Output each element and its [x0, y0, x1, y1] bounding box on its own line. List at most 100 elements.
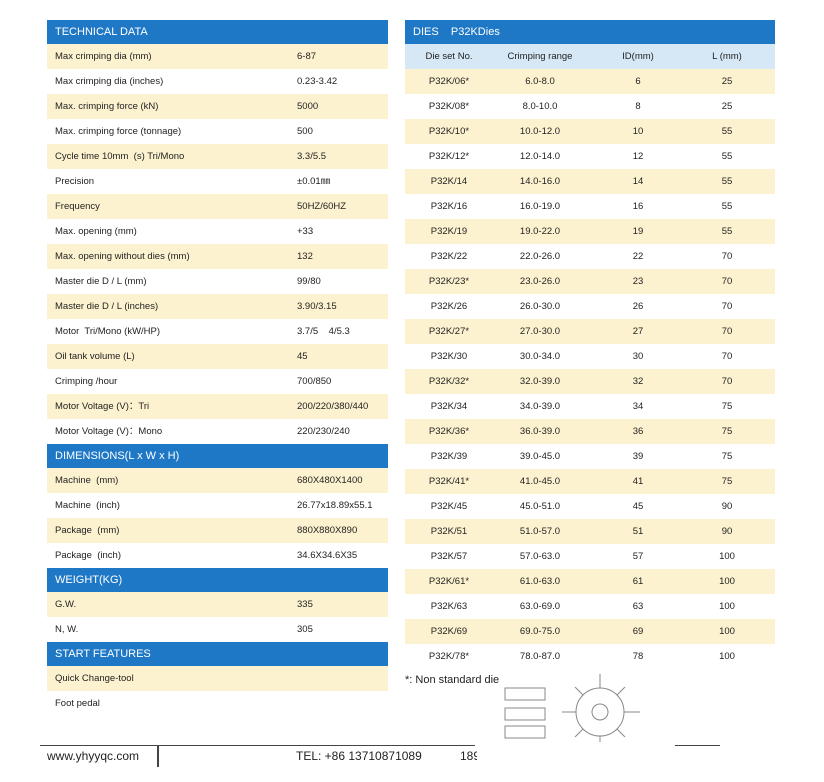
row-value: 3.7/5 4/5.3 — [297, 326, 350, 337]
row-value: 5000 — [297, 101, 319, 112]
row-value: 50HZ/60HZ — [297, 201, 347, 212]
row-label: Foot pedal — [55, 698, 100, 709]
cell: P32K/19 — [430, 226, 468, 237]
row-bg — [47, 244, 388, 269]
cell: 30 — [632, 351, 644, 362]
cell: 100 — [719, 651, 735, 662]
cell: 27 — [632, 326, 644, 337]
row-label: N, W. — [55, 624, 79, 635]
cell: 16.0-19.0 — [519, 201, 561, 212]
cell: 14 — [632, 176, 644, 187]
footer-rule — [675, 745, 720, 746]
row-value: 220/230/240 — [297, 426, 350, 437]
row-bg — [47, 144, 388, 169]
cell: P32K/30 — [430, 351, 468, 362]
row-value: 3.3/5.5 — [297, 151, 327, 162]
cell: 55 — [721, 151, 733, 162]
row-label: Master die D / L (inches) — [55, 301, 159, 312]
row-label: Package (mm) — [55, 525, 120, 536]
row-value: 99/80 — [297, 276, 321, 287]
die-diagram — [504, 674, 640, 742]
cell: 32.0-39.0 — [519, 376, 561, 387]
row-bg — [405, 269, 775, 294]
row-bg — [47, 518, 388, 543]
cell: P32K/08* — [428, 101, 470, 112]
row-label: Machine (mm) — [55, 475, 119, 486]
row-bg — [405, 119, 775, 144]
column-header-bg — [405, 44, 775, 69]
row-bg — [405, 319, 775, 344]
row-value: 3.90/3.15 — [297, 301, 337, 312]
cell: 51 — [632, 526, 644, 537]
row-label: Frequency — [55, 201, 100, 212]
row-label: Master die D / L (mm) — [55, 276, 147, 287]
cell: 57.0-63.0 — [519, 551, 561, 562]
cell: 26 — [632, 301, 644, 312]
cell: 55 — [721, 226, 733, 237]
cell: P32K/10* — [428, 126, 470, 137]
cell: 70 — [721, 301, 733, 312]
cell: 22.0-26.0 — [519, 251, 561, 262]
row-bg — [405, 569, 775, 594]
row-label: Motor Voltage (V)：Tri — [55, 401, 150, 412]
row-label: Max crimping dia (inches) — [55, 76, 164, 87]
cell: P32K/36* — [428, 426, 470, 437]
row-bg — [405, 169, 775, 194]
cell: 26.0-30.0 — [519, 301, 561, 312]
cell: 27.0-30.0 — [519, 326, 561, 337]
cell: 10 — [632, 126, 644, 137]
row-value: 132 — [297, 251, 313, 262]
row-bg — [47, 468, 388, 493]
row-value: 880X880X890 — [297, 525, 358, 536]
column-header: L (mm) — [712, 51, 742, 62]
row-value: 700/850 — [297, 376, 332, 387]
cell: 69 — [632, 626, 644, 637]
cell: 19.0-22.0 — [519, 226, 561, 237]
cell: 12 — [632, 151, 644, 162]
row-value: 305 — [297, 624, 313, 635]
cell: 34 — [632, 401, 644, 412]
row-value: +33 — [297, 226, 314, 237]
row-bg — [405, 219, 775, 244]
cell: 25 — [721, 76, 733, 87]
row-label: Max. crimping force (tonnage) — [55, 126, 182, 137]
cell: 70 — [721, 376, 733, 387]
row-bg — [405, 419, 775, 444]
cell: 34.0-39.0 — [519, 401, 561, 412]
row-bg — [47, 666, 388, 691]
cell: P32K/78* — [428, 651, 470, 662]
cell: 55 — [721, 201, 733, 212]
section-header: START FEATURES — [47, 642, 388, 666]
row-label: G.W. — [55, 599, 77, 610]
cell: 19 — [632, 226, 644, 237]
column-header: Crimping range — [507, 51, 573, 62]
footer-rule — [40, 745, 475, 746]
cell: 16 — [632, 201, 644, 212]
cell: P32K/69 — [430, 626, 468, 637]
cell: 61 — [632, 576, 644, 587]
cell: 41 — [632, 476, 644, 487]
row-label: Machine (inch) — [55, 500, 120, 511]
cell: 55 — [721, 126, 733, 137]
column-header: Die set No. — [425, 51, 473, 62]
extra: 189 — [460, 749, 477, 763]
cell: P32K/06* — [428, 76, 470, 87]
cell: P32K/14 — [430, 176, 468, 187]
cell: 70 — [721, 276, 733, 287]
cell: 69.0-75.0 — [519, 626, 561, 637]
cell: P32K/51 — [430, 526, 468, 537]
section-header: WEIGHT(KG) — [47, 568, 388, 592]
tel: TEL: +86 13710871089 — [296, 749, 422, 763]
cell: 32 — [632, 376, 644, 387]
cell: 70 — [721, 326, 733, 337]
cell: P32K/32* — [428, 376, 470, 387]
cell: 23 — [632, 276, 644, 287]
row-bg — [405, 619, 775, 644]
section-header: DIMENSIONS(L x W x H) — [47, 444, 388, 468]
cell: 100 — [719, 626, 735, 637]
row-bg — [47, 169, 388, 194]
cell: 45 — [632, 501, 644, 512]
column-header: ID(mm) — [622, 51, 654, 62]
row-bg — [47, 617, 388, 642]
